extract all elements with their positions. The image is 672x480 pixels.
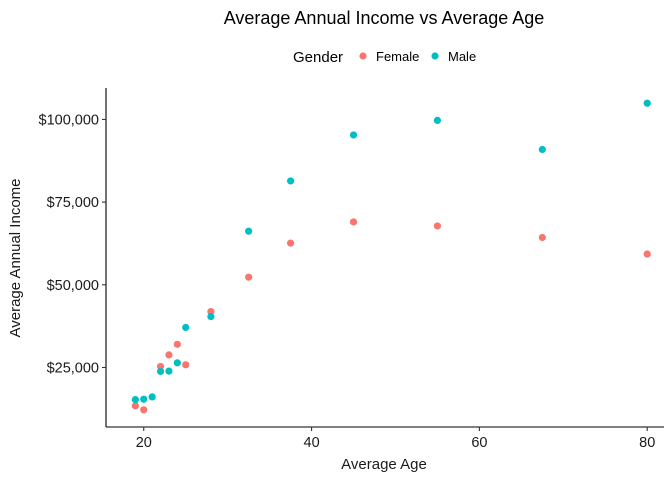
legend-key-female (359, 52, 367, 60)
legend-title: Gender (293, 49, 343, 66)
data-point-male (131, 395, 139, 404)
data-point-male (182, 323, 190, 332)
y-tick-label: $100,000 (39, 112, 99, 128)
data-point-female (131, 402, 139, 410)
data-point-male (165, 367, 173, 375)
y-tick-label: $75,000 (47, 195, 99, 211)
chart-title: Average Annual Income vs Average Age (224, 8, 545, 28)
data-point-female (433, 222, 442, 230)
x-tick-label: 20 (136, 435, 152, 451)
data-point-female (245, 273, 253, 281)
data-point-male (643, 99, 651, 107)
y-axis-label: Average Annual Income (7, 178, 24, 337)
data-point-female (173, 340, 181, 348)
x-tick-label: 80 (639, 435, 655, 451)
data-point-female (156, 362, 165, 371)
data-point-male (148, 393, 156, 401)
data-point-male (140, 395, 148, 403)
legend: Gender Female Male (293, 49, 476, 66)
data-point-female (287, 239, 295, 247)
data-point-female (140, 406, 148, 414)
data-point-male (207, 312, 215, 321)
data-point-female (182, 361, 190, 369)
plot-area: 20 40 60 80 $25,000 $50,000 $75,000 $100,000 (39, 88, 664, 451)
legend-key-male (431, 52, 439, 60)
data-point-female (643, 250, 651, 258)
data-point-male (245, 227, 253, 235)
data-point-female (165, 351, 173, 359)
data-point-female (349, 218, 358, 226)
data-point-male (287, 177, 295, 185)
data-point-male (349, 131, 358, 139)
x-tick-label: 60 (471, 435, 487, 451)
x-tick-label: 40 (304, 435, 320, 451)
data-point-male (156, 367, 165, 376)
data-point-female (207, 307, 215, 316)
data-point-male (173, 359, 181, 367)
data-point-female (538, 233, 546, 242)
legend-label-male: Male (448, 49, 476, 64)
x-axis-label: Average Age (341, 456, 427, 473)
y-tick-label: $25,000 (47, 360, 99, 376)
data-point-male (433, 116, 442, 125)
y-tick-label: $50,000 (47, 278, 99, 294)
legend-label-female: Female (376, 49, 419, 64)
data-point-male (538, 145, 546, 154)
